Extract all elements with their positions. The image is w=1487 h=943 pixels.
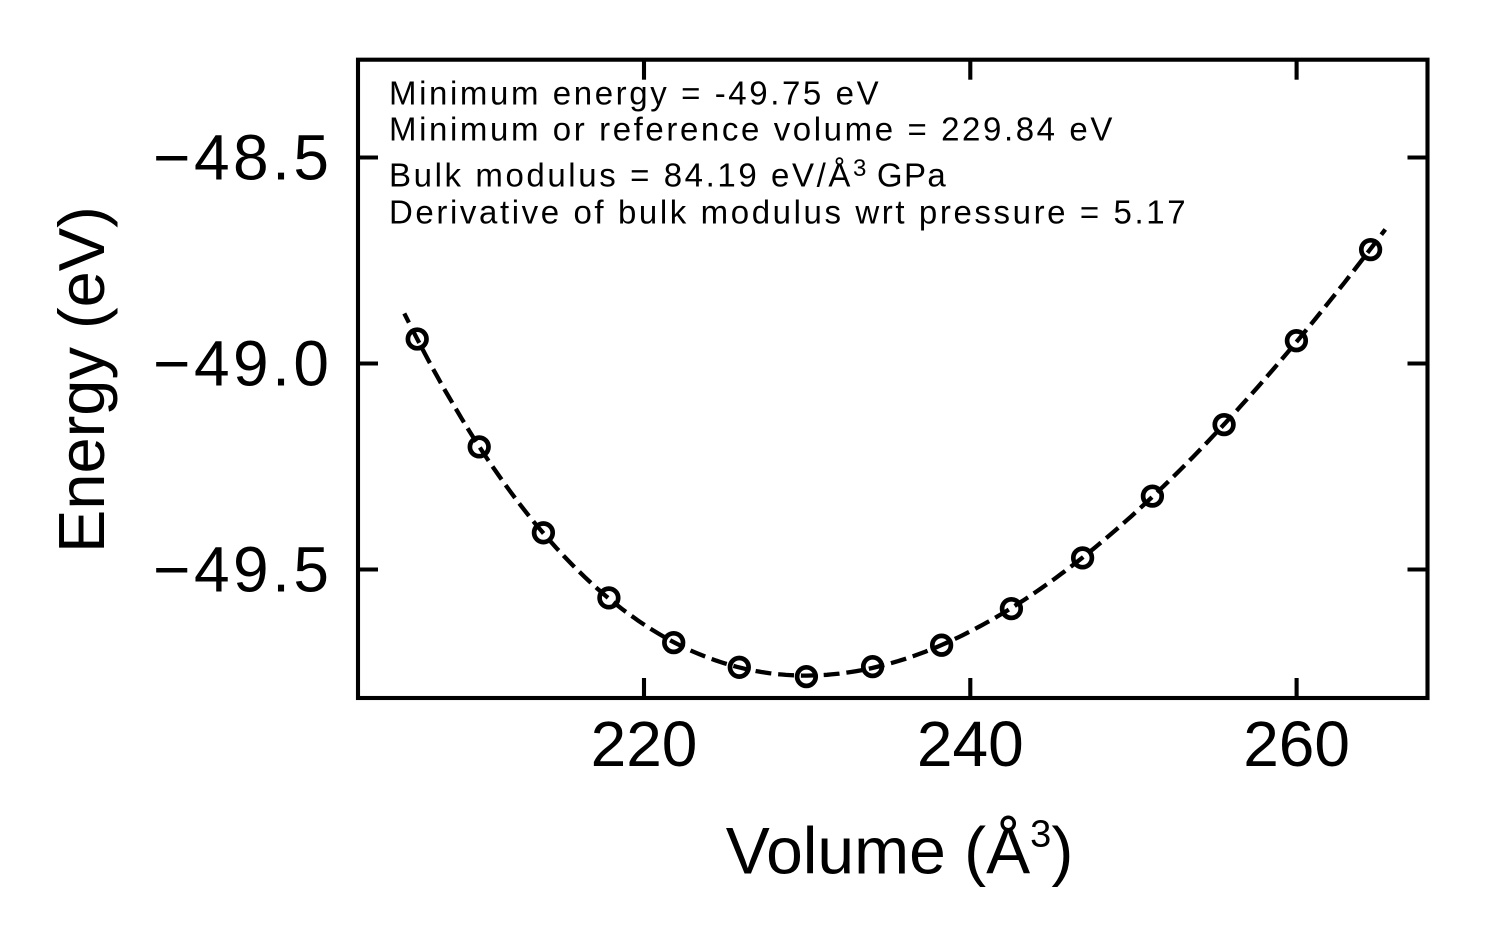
- svg-text:−49.5: −49.5: [153, 534, 332, 606]
- svg-text:Bulk modulus = 84.19 eV/Å3 GPa: Bulk modulus = 84.19 eV/Å3 GPa: [389, 155, 947, 194]
- svg-text:Energy (eV): Energy (eV): [45, 206, 118, 553]
- svg-text:Derivative of bulk modulus wrt: Derivative of bulk modulus wrt pressure …: [389, 193, 1188, 230]
- svg-text:220: 220: [591, 708, 698, 780]
- svg-text:260: 260: [1243, 708, 1350, 780]
- svg-text:−48.5: −48.5: [153, 122, 332, 194]
- svg-text:Minimum energy = -49.75 eV: Minimum energy = -49.75 eV: [389, 75, 881, 112]
- svg-text:Volume (Å3): Volume (Å3): [726, 813, 1074, 887]
- svg-text:Minimum or reference volume =: Minimum or reference volume = 229.84 eV: [389, 111, 1115, 148]
- svg-text:−49.0: −49.0: [153, 328, 332, 400]
- svg-text:240: 240: [917, 708, 1024, 780]
